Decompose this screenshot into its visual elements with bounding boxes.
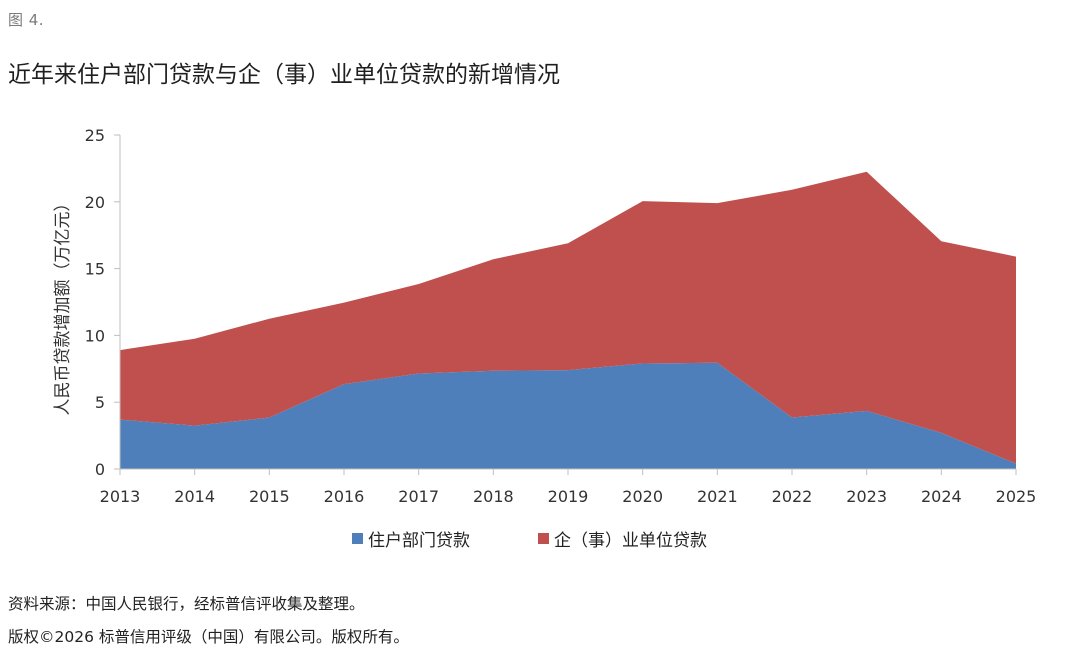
y-tick-label: 20 [85,193,105,212]
y-tick-label: 15 [85,260,105,279]
x-tick-label: 2013 [100,487,141,506]
x-tick-label: 2022 [772,487,813,506]
legend-swatch-1 [352,533,363,544]
x-tick-label: 2018 [473,487,514,506]
area-series-1 [120,362,1016,469]
legend-label-1: 住户部门贷款 [368,531,470,551]
y-tick-label: 5 [95,393,105,412]
legend: 住户部门贷款 企（事）业单位贷款 [352,531,707,551]
x-tick-label: 2014 [174,487,215,506]
x-tick-label: 2015 [249,487,290,506]
figure-label: 图 4. [8,11,45,29]
x-tick-label: 2016 [324,487,365,506]
source-note: 资料来源：中国人民银行，经标普信评收集及整理。 [8,595,365,613]
chart-title: 近年来住户部门贷款与企（事）业单位贷款的新增情况 [8,62,560,88]
x-tick-label: 2020 [622,487,663,506]
legend-label-2: 企（事）业单位贷款 [554,531,707,551]
x-tick-label: 2024 [921,487,962,506]
x-tick-label: 2025 [996,487,1037,506]
x-tick-label: 2023 [846,487,887,506]
area-series-2 [120,171,1016,464]
x-tick-label: 2019 [548,487,589,506]
areas-layer [120,171,1016,469]
copyright-note: 版权©2026 标普信用评级（中国）有限公司。版权所有。 [8,628,409,646]
y-axis-title: 人民币贷款增加额（万亿元） [53,195,73,416]
y-tick-label: 0 [95,460,105,479]
x-tick-label: 2021 [697,487,738,506]
y-tick-label: 10 [85,326,105,345]
x-tick-label: 2017 [398,487,439,506]
y-tick-label: 25 [85,126,105,145]
legend-swatch-2 [538,533,549,544]
